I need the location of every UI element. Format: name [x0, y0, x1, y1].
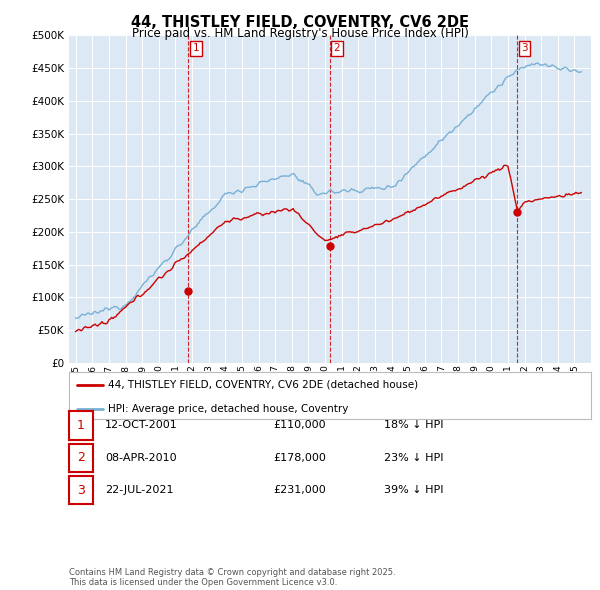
Text: 44, THISTLEY FIELD, COVENTRY, CV6 2DE (detached house): 44, THISTLEY FIELD, COVENTRY, CV6 2DE (d… — [108, 380, 418, 390]
Text: £110,000: £110,000 — [273, 421, 326, 430]
Text: Contains HM Land Registry data © Crown copyright and database right 2025.
This d: Contains HM Land Registry data © Crown c… — [69, 568, 395, 587]
Text: 23% ↓ HPI: 23% ↓ HPI — [384, 453, 443, 463]
Text: 3: 3 — [77, 484, 85, 497]
Text: 22-JUL-2021: 22-JUL-2021 — [105, 486, 173, 495]
Text: 08-APR-2010: 08-APR-2010 — [105, 453, 176, 463]
Text: 39% ↓ HPI: 39% ↓ HPI — [384, 486, 443, 495]
Text: 1: 1 — [193, 43, 199, 53]
Text: 18% ↓ HPI: 18% ↓ HPI — [384, 421, 443, 430]
Text: Price paid vs. HM Land Registry's House Price Index (HPI): Price paid vs. HM Land Registry's House … — [131, 27, 469, 40]
Text: 12-OCT-2001: 12-OCT-2001 — [105, 421, 178, 430]
Text: HPI: Average price, detached house, Coventry: HPI: Average price, detached house, Cove… — [108, 404, 349, 414]
Text: 44, THISTLEY FIELD, COVENTRY, CV6 2DE: 44, THISTLEY FIELD, COVENTRY, CV6 2DE — [131, 15, 469, 30]
Text: 2: 2 — [334, 43, 340, 53]
Text: £178,000: £178,000 — [273, 453, 326, 463]
Text: 3: 3 — [521, 43, 528, 53]
Text: £231,000: £231,000 — [273, 486, 326, 495]
Text: 2: 2 — [77, 451, 85, 464]
Text: 1: 1 — [77, 419, 85, 432]
